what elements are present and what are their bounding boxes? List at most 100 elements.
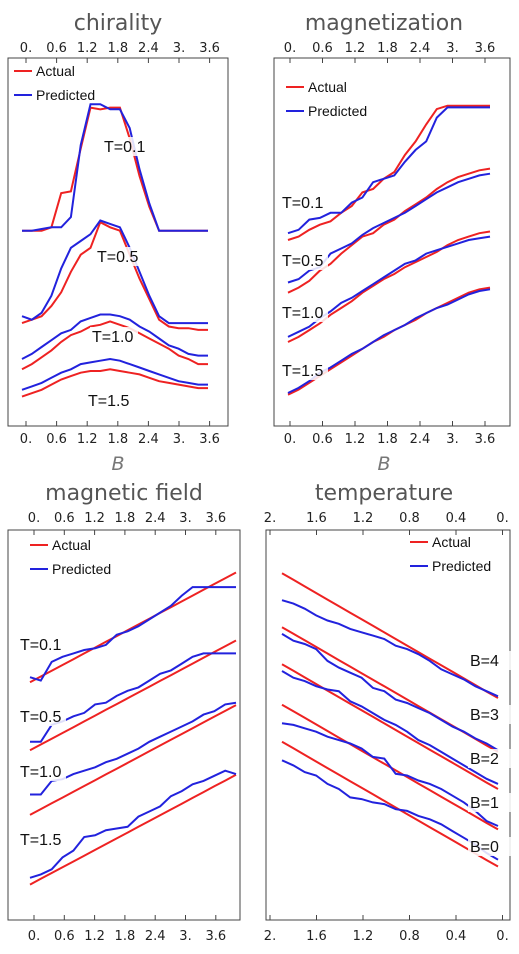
temperature-panel: temperature 2. 2. 1.6 1.6 1.2 1.2 0.8 0.8 0.4 0.4 0… <box>264 481 516 954</box>
bottom-tick-label: 0. <box>496 929 508 944</box>
curve-label-bg <box>18 635 66 654</box>
legend: Actual Predicted <box>30 537 111 577</box>
top-tick-label: 3.6 <box>205 511 226 526</box>
chart-title: magnetization <box>305 11 463 36</box>
top-tick-label: 0. <box>28 511 40 526</box>
bottom-tick-label: 2.4 <box>410 432 431 447</box>
bottom-tick-label: 0. <box>284 432 296 447</box>
top-tick-label: 1.2 <box>345 41 366 56</box>
top-tick-label: 0.6 <box>312 41 333 56</box>
series-predicted-T=0.1 <box>22 103 208 232</box>
curve-label: T=0.1 <box>20 637 61 654</box>
series-actual-B=2 <box>281 663 499 790</box>
top-tick-label: 0.4 <box>446 511 467 526</box>
legend-predicted-label: Predicted <box>52 561 111 577</box>
legend-predicted-label: Predicted <box>308 103 367 119</box>
top-tick-label: 0.6 <box>46 41 67 56</box>
top-tick-label: 0.6 <box>54 511 75 526</box>
series-predicted-T=0.5 <box>21 219 208 325</box>
top-tick-label: 3.6 <box>475 41 496 56</box>
curve-label: T=1.0 <box>92 329 133 346</box>
curve-label: T=0.5 <box>97 249 138 266</box>
series-predicted-B=3 <box>281 633 499 752</box>
bottom-tick-label: 3. <box>446 432 458 447</box>
legend-actual-label: Actual <box>36 63 75 79</box>
magnetic-field-panel: magnetic field 0. 0. 0.6 0.6 1.2 1.2 1.8 1.8 2.4 2… <box>7 481 241 954</box>
bottom-tick-label: 1.2 <box>345 432 366 447</box>
curve-label: T=1.5 <box>282 363 323 380</box>
curve-label: T=1.0 <box>20 764 61 781</box>
plot-frame <box>265 529 511 921</box>
magnetization-panel: magnetization 0. 0. 0.6 0.6 1.2 1.2 1.8 1.8 2.4 2.… <box>273 11 511 475</box>
series-actual-T=0.1 <box>22 106 208 232</box>
curve-label: T=0.5 <box>20 709 61 726</box>
bottom-tick-label: 1.2 <box>77 432 98 447</box>
bottom-tick-label: 2.4 <box>138 432 159 447</box>
top-tick-label: 0. <box>284 41 296 56</box>
curve-label: B=2 <box>470 751 499 768</box>
curve-label: B=0 <box>470 839 499 856</box>
curve-label-bg <box>280 251 328 270</box>
series-actual-T=1.5 <box>21 368 208 398</box>
series-predicted-B=4 <box>281 599 499 698</box>
top-tick-label: 3. <box>179 511 191 526</box>
bottom-tick-label: 3.6 <box>199 432 220 447</box>
curve-label: B=4 <box>470 653 499 670</box>
legend-actual-label: Actual <box>52 537 91 553</box>
bottom-tick-label: 0.6 <box>54 929 75 944</box>
top-tick-label: 2. <box>264 511 276 526</box>
bottom-tick-label: 3.6 <box>475 432 496 447</box>
series-predicted-B=2 <box>281 670 499 785</box>
bottom-tick-label: 1.2 <box>84 929 105 944</box>
top-tick-label: 1.8 <box>115 511 136 526</box>
curve-label: B=3 <box>470 707 499 724</box>
curve-label-bg <box>18 830 66 849</box>
bottom-tick-label: 0.6 <box>312 432 333 447</box>
top-tick-label: 2.4 <box>410 41 431 56</box>
series-predicted-B=1 <box>281 722 499 827</box>
top-tick-label: 3.6 <box>199 41 220 56</box>
curve-label: T=0.1 <box>282 195 323 212</box>
bottom-tick-label: 1.6 <box>306 929 327 944</box>
chart-title: temperature <box>315 481 453 506</box>
curve-label-bg <box>18 762 66 781</box>
series-actual-T=0.1 <box>29 571 237 684</box>
series-actual-B=0 <box>281 740 499 868</box>
top-tick-label: 0. <box>496 511 508 526</box>
top-tick-label: 2.4 <box>138 41 159 56</box>
curve-label: T=1.0 <box>282 305 323 322</box>
bottom-tick-label: 3. <box>179 929 191 944</box>
top-tick-label: 0. <box>20 41 32 56</box>
curve-label-bg <box>468 651 516 670</box>
curve-label-bg <box>18 707 66 726</box>
bottom-tick-label: 0.4 <box>446 929 467 944</box>
series-actual-T=1.0 <box>21 320 208 371</box>
bottom-tick-label: 1.8 <box>377 432 398 447</box>
curve-label-bg <box>468 705 516 724</box>
top-tick-label: 1.6 <box>306 511 327 526</box>
curve-label-bg <box>86 391 134 410</box>
legend-predicted-label: Predicted <box>432 558 491 574</box>
curve-label: B=1 <box>470 795 499 812</box>
series-predicted-T=1.5 <box>29 769 237 879</box>
top-tick-label: 1.8 <box>377 41 398 56</box>
bottom-tick-label: 0. <box>28 929 40 944</box>
series-predicted-B=0 <box>281 759 499 861</box>
legend-actual-label: Actual <box>432 534 471 550</box>
bottom-tick-label: 0.6 <box>46 432 67 447</box>
top-tick-label: 0.8 <box>399 511 420 526</box>
top-tick-label: 2.4 <box>145 511 166 526</box>
bottom-tick-label: 3. <box>173 432 185 447</box>
plot-frame <box>7 529 241 921</box>
x-axis-label: B <box>377 453 390 475</box>
curve-label-bg <box>280 303 328 322</box>
series-predicted-T=1.0 <box>21 313 208 360</box>
top-tick-label: 1.2 <box>353 511 374 526</box>
top-tick-label: 3. <box>173 41 185 56</box>
series-predicted-T=1.5 <box>21 357 208 391</box>
curve-label: T=0.5 <box>282 253 323 270</box>
chart-title: chirality <box>74 11 163 36</box>
series-predicted-T=0.1 <box>287 106 490 235</box>
bottom-tick-label: 1.8 <box>107 432 128 447</box>
chart-title: magnetic field <box>45 481 203 506</box>
